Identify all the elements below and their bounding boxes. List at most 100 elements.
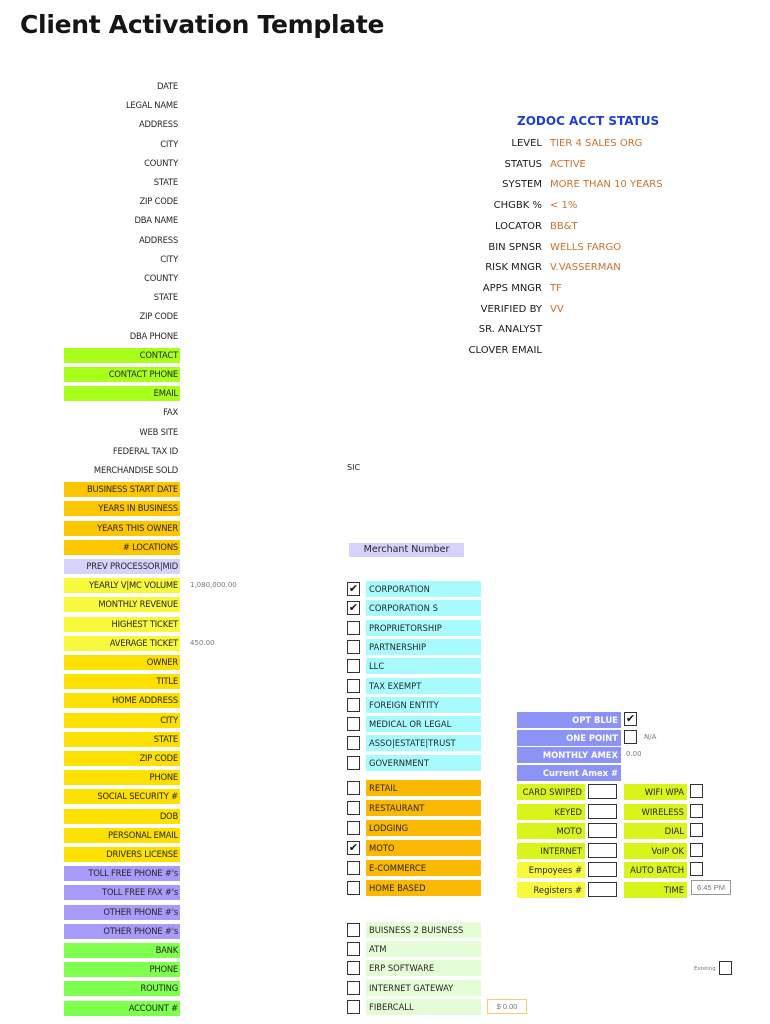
connectivity-checkbox[interactable] (690, 862, 703, 876)
field-label: EMAIL (64, 386, 180, 402)
field-label: OTHER PHONE #'s (64, 923, 180, 939)
option-label: HOME BASED (366, 880, 481, 896)
field-value[interactable]: 1,080,000.00 (190, 581, 237, 590)
option-label: MEDICAL OR LEGAL (366, 716, 481, 733)
option-checkbox[interactable] (347, 678, 360, 693)
processing-input[interactable] (588, 803, 617, 819)
status-value[interactable]: TF (550, 282, 562, 294)
field-label: YEARLY V|MC VOLUME (64, 578, 180, 594)
field-label: COUNTY (144, 273, 178, 283)
status-value[interactable]: BB&T (550, 220, 578, 232)
option-checkbox[interactable] (347, 620, 360, 635)
status-value[interactable]: < 1% (550, 200, 578, 212)
connectivity-label: DIAL (624, 823, 687, 839)
field-label: COUNTY (144, 157, 178, 168)
processing-label: KEYED (517, 803, 585, 820)
time-field[interactable]: 6:45 PM (691, 880, 731, 895)
option-checkbox[interactable] (347, 980, 360, 995)
status-value[interactable]: V.VASSERMAN (550, 262, 621, 274)
field-label: SOCIAL SECURITY # (64, 789, 180, 805)
processing-input[interactable] (588, 842, 617, 858)
status-label: SYSTEM (502, 179, 542, 191)
field-label: YEARS THIS OWNER (64, 520, 180, 536)
option-checkbox[interactable] (347, 999, 360, 1014)
page-title: Client Activation Template (20, 10, 385, 39)
existing-checkbox[interactable] (719, 961, 732, 975)
processing-input[interactable] (588, 862, 617, 877)
status-label: BIN SPNSR (488, 241, 542, 253)
status-value[interactable]: ACTIVE (550, 158, 586, 170)
merchant-number-label[interactable]: Merchant Number (349, 543, 464, 557)
field-label: PHONE (64, 962, 180, 978)
connectivity-label: WIFI WPA (624, 784, 687, 800)
option-checkbox[interactable]: ✔ (347, 841, 360, 855)
processing-label: MOTO (517, 823, 585, 839)
connectivity-checkbox[interactable] (690, 803, 703, 818)
field-label: TOLL FREE PHONE #'s (64, 866, 180, 882)
option-checkbox[interactable] (347, 781, 360, 795)
field-label: DBA PHONE (129, 330, 178, 341)
option-checkbox[interactable] (347, 755, 360, 770)
option-checkbox[interactable] (347, 861, 360, 875)
field-label: PHONE (64, 770, 180, 786)
one-point-note: N/A (644, 733, 657, 741)
option-checkbox[interactable] (347, 659, 360, 674)
fibercall-amount-field[interactable]: $ 0.00 (487, 999, 527, 1014)
monthly-amex-value[interactable]: 0.00 (626, 750, 642, 758)
field-label: ROUTING (64, 981, 180, 997)
status-label: CHGBK % (493, 200, 542, 212)
field-label: HIGHEST TICKET (64, 616, 180, 632)
opt-blue-checkbox[interactable]: ✔ (624, 712, 637, 726)
field-label: STATE (153, 177, 178, 187)
option-checkbox[interactable]: ✔ (347, 601, 360, 616)
option-checkbox[interactable] (347, 717, 360, 732)
option-label: ASSO|ESTATE|TRUST (366, 735, 481, 752)
field-value[interactable]: 450.00 (190, 638, 215, 647)
field-label: PERSONAL EMAIL (64, 827, 180, 843)
one-point-checkbox[interactable] (624, 730, 637, 744)
option-checkbox[interactable] (347, 821, 360, 835)
field-label: CITY (160, 138, 178, 149)
field-label: ZIP CODE (139, 311, 178, 322)
status-label: LOCATOR (494, 220, 542, 232)
status-value[interactable]: MORE THAN 10 YEARS (550, 179, 663, 191)
field-label: OTHER PHONE #'s (64, 904, 180, 920)
option-checkbox[interactable] (347, 881, 360, 895)
connectivity-checkbox[interactable] (690, 784, 703, 798)
processing-input[interactable] (588, 784, 617, 799)
option-checkbox[interactable] (347, 923, 360, 937)
processing-input[interactable] (588, 823, 617, 838)
processing-input[interactable] (588, 881, 617, 897)
status-value[interactable]: VV (550, 303, 564, 315)
monthly-amex-label: MONTHLY AMEX (517, 747, 621, 763)
option-label: LLC (366, 658, 481, 675)
field-label: BANK (64, 943, 180, 958)
field-label: YEARS IN BUSINESS (64, 501, 180, 517)
status-row: STATUS ACTIVE (0, 155, 770, 175)
option-checkbox[interactable] (347, 961, 360, 976)
connectivity-checkbox[interactable] (690, 823, 703, 837)
field-label: AVERAGE TICKET (64, 635, 180, 651)
status-row: RISK MNGR V.VASSERMAN (0, 258, 770, 278)
option-checkbox[interactable] (347, 639, 360, 654)
field-label: DRIVERS LICENSE (64, 847, 180, 862)
option-label: ERP SOFTWARE (366, 960, 481, 977)
field-label: BUSINESS START DATE (64, 482, 180, 498)
status-value[interactable]: TIER 4 SALES ORG (550, 138, 643, 149)
option-checkbox[interactable] (347, 736, 360, 751)
status-value[interactable]: WELLS FARGO (550, 241, 622, 253)
connectivity-checkbox[interactable] (690, 842, 703, 857)
field-label: ADDRESS (139, 119, 178, 130)
current-amex-label: Current Amex # (517, 765, 621, 781)
status-label: SR. ANALYST (478, 324, 542, 336)
option-label: FOREIGN ENTITY (366, 696, 481, 713)
processing-label: Empoyees # (517, 862, 585, 878)
option-checkbox[interactable] (347, 697, 360, 712)
field-label: CITY (64, 712, 180, 728)
option-checkbox[interactable] (347, 942, 360, 957)
field-label: CITY (160, 253, 178, 264)
field-label: DATE (157, 81, 178, 91)
option-checkbox[interactable]: ✔ (347, 582, 360, 596)
status-label: VERIFIED BY (480, 303, 542, 315)
option-checkbox[interactable] (347, 801, 360, 815)
